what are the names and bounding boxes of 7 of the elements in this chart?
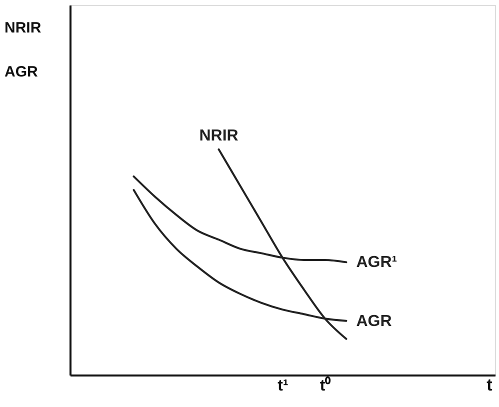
- series-label: AGR: [356, 312, 392, 330]
- x-tick-label: t¹: [278, 378, 288, 394]
- x-tick-label: t⁰: [320, 376, 332, 394]
- series-label: AGR¹: [356, 254, 398, 272]
- series-label: NRIR: [199, 127, 239, 144]
- x-axis-title: t: [486, 376, 493, 394]
- text: NRIR AGR: [4, 20, 42, 80]
